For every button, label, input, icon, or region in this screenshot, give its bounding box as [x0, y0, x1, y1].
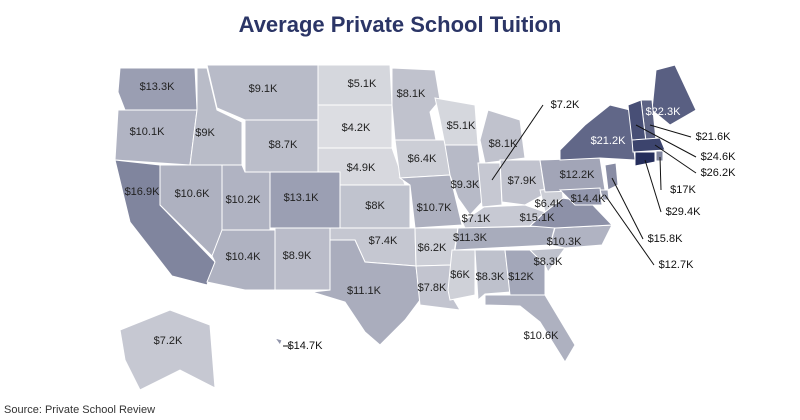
callout [604, 194, 655, 266]
region [444, 144, 485, 216]
value-label: $14.7K [288, 340, 324, 352]
value-label: $9K [195, 127, 215, 139]
value-label: $13.3K [140, 81, 176, 93]
value-label: $16.9K [125, 186, 161, 198]
value-label: $26.2K [701, 167, 737, 179]
region [474, 249, 511, 302]
region [655, 150, 664, 162]
value-label: $5.1K [447, 120, 476, 132]
value-label: $8.3K [476, 271, 505, 283]
value-label: $11.3K [453, 232, 488, 244]
region [479, 109, 526, 164]
value-label: $10.7K [417, 202, 453, 214]
value-label: $8.9K [283, 250, 312, 262]
region [273, 337, 283, 347]
value-label: $8.1K [397, 88, 426, 100]
value-label: $6.4K [535, 198, 564, 210]
region [634, 151, 656, 167]
value-label: $22.3K [646, 106, 682, 118]
value-label: $8K [365, 200, 385, 212]
value-label: $21.6K [696, 131, 732, 143]
value-label: $13.1K [284, 192, 320, 204]
value-label: $7.2K [154, 335, 183, 347]
callout [649, 124, 692, 138]
value-label: $17K [670, 184, 696, 196]
value-label: $4.2K [342, 122, 371, 134]
value-label: $14.4K [571, 193, 607, 205]
value-label: $6.2K [418, 242, 447, 254]
value-label: $12.2K [560, 169, 596, 181]
callout [611, 177, 644, 240]
value-label: $21.2K [591, 135, 627, 147]
region [311, 239, 421, 346]
value-label: $7.8K [418, 282, 447, 294]
region [447, 249, 476, 301]
region [504, 249, 546, 296]
value-label: $10.6K [524, 330, 560, 342]
region [119, 309, 216, 391]
value-label: $5.1K [348, 78, 377, 90]
value-label: $8.3K [534, 256, 563, 268]
callout [635, 124, 697, 158]
region [549, 224, 613, 249]
value-label: $8.7K [269, 139, 298, 151]
region [559, 104, 636, 161]
region [558, 187, 603, 206]
value-label: $10.1K [130, 126, 166, 138]
value-label: $9.3K [451, 179, 480, 191]
value-label: $29.4K [666, 206, 702, 218]
value-label: $8.1K [489, 138, 518, 150]
callout [491, 104, 544, 181]
value-label: $10.4K [226, 251, 262, 263]
value-label: $9.1K [249, 83, 278, 95]
value-label: $6.4K [408, 153, 437, 165]
map-title: Average Private School Tuition [239, 12, 562, 37]
value-label: $12.7K [659, 259, 695, 271]
value-label: $15.1K [520, 212, 556, 224]
source: Source: Private School Review [4, 404, 155, 416]
region [528, 247, 567, 274]
value-label: $11.1K [347, 285, 382, 297]
value-label: $7.4K [369, 235, 398, 247]
callout [654, 144, 697, 174]
value-label: $24.6K [701, 151, 737, 163]
region [499, 159, 546, 206]
region [484, 294, 576, 363]
value-label: $10.2K [226, 194, 262, 206]
value-label: $6K [450, 269, 470, 281]
value-label: $12K [508, 271, 534, 283]
region [189, 67, 243, 166]
value-label: $10.3K [547, 236, 583, 248]
region [477, 162, 503, 208]
callout [644, 159, 662, 213]
region [631, 137, 666, 153]
region [398, 174, 463, 229]
callout [659, 156, 662, 191]
value-label: $10.6K [175, 188, 211, 200]
value-label: $7.9K [508, 175, 537, 187]
region [391, 67, 441, 141]
value-label: $4.9K [347, 162, 376, 174]
value-label: $7.2K [551, 99, 580, 111]
value-label: $15.8K [648, 233, 684, 245]
value-label: $7.1K [462, 213, 491, 225]
